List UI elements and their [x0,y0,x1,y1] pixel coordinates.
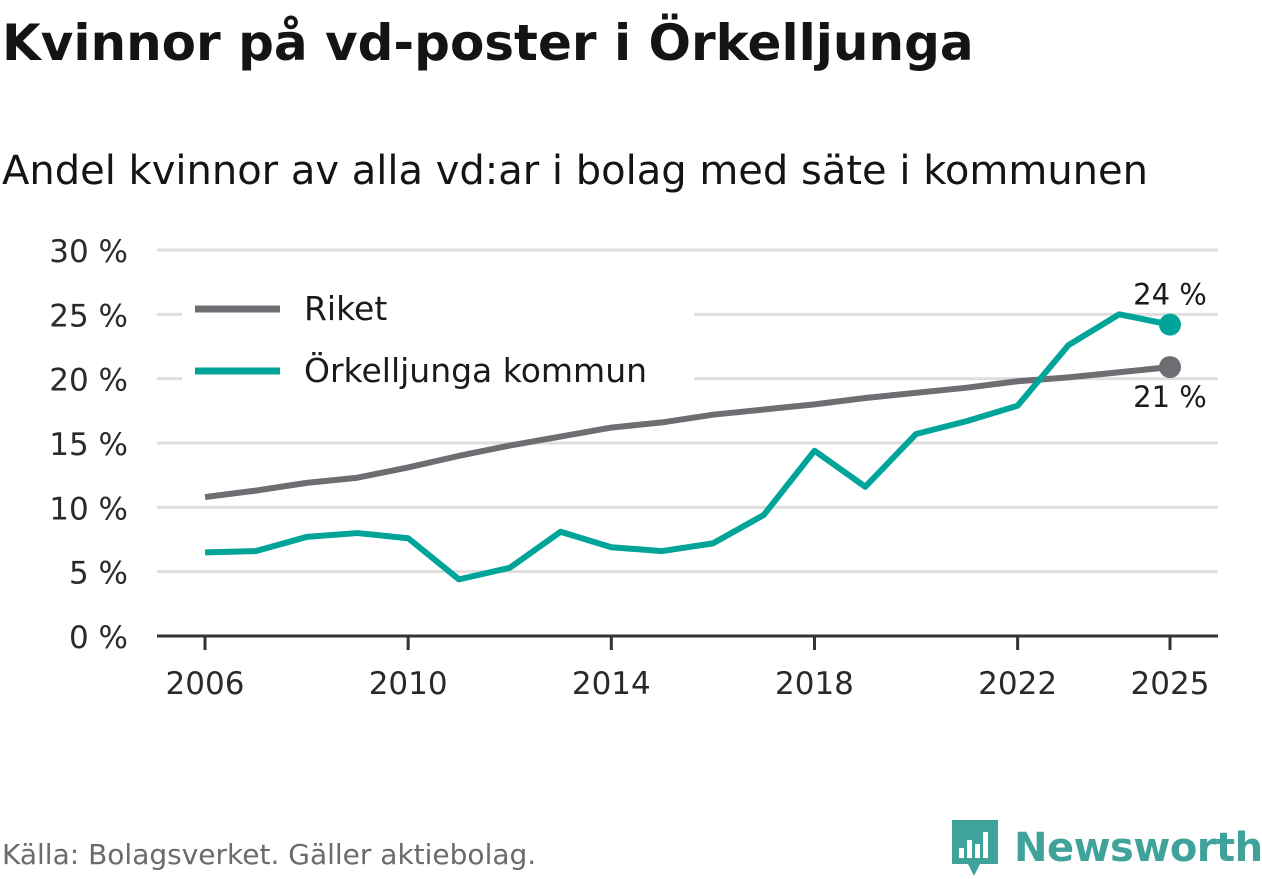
newsworthy-chart-icon [952,820,998,876]
source-note: Källa: Bolagsverket. Gäller aktiebolag. [2,838,537,871]
x-tick-label: 2022 [978,666,1057,702]
y-tick-label: 15 % [49,427,128,463]
y-tick-label: 30 % [49,234,128,270]
axes: 0 % 5 % 10 % 15 % 20 % 25 % 30 % 2006 2010 2014 20… [49,234,1218,702]
y-tick-label: 10 % [49,491,128,527]
end-marker [1159,356,1181,379]
brand-name: Newsworthy [1014,825,1262,871]
brand-logo: Newsworthy [950,818,1262,878]
end-marker [1159,313,1181,336]
legend: Riket Örkelljunga kommun [182,282,694,394]
series-line-riket [204,364,1171,501]
x-tick-label: 2014 [572,666,651,702]
y-tick-label: 25 % [49,298,128,334]
y-tick-label: 5 % [69,556,128,592]
legend-label: Örkelljunga kommun [304,350,647,390]
y-tick-label: 0 % [69,620,128,656]
legend-label: Riket [304,289,387,328]
legend-background [182,282,694,394]
x-tick-label: 2006 [166,666,245,702]
end-labels: 21 % 24 % [1133,278,1207,414]
chart-title: Kvinnor på vd-poster i Örkelljunga [2,14,974,72]
x-tick-label: 2010 [369,666,448,702]
chart-subtitle: Andel kvinnor av alla vd:ar i bolag med … [2,148,1148,194]
y-tick-label: 20 % [49,363,128,399]
x-tick-label: 2018 [775,666,854,702]
end-label: 24 % [1133,278,1207,312]
series-line-kommun [204,311,1171,583]
series-lines [204,311,1181,583]
end-label: 21 % [1133,380,1207,414]
x-tick-label: 2025 [1131,666,1210,702]
